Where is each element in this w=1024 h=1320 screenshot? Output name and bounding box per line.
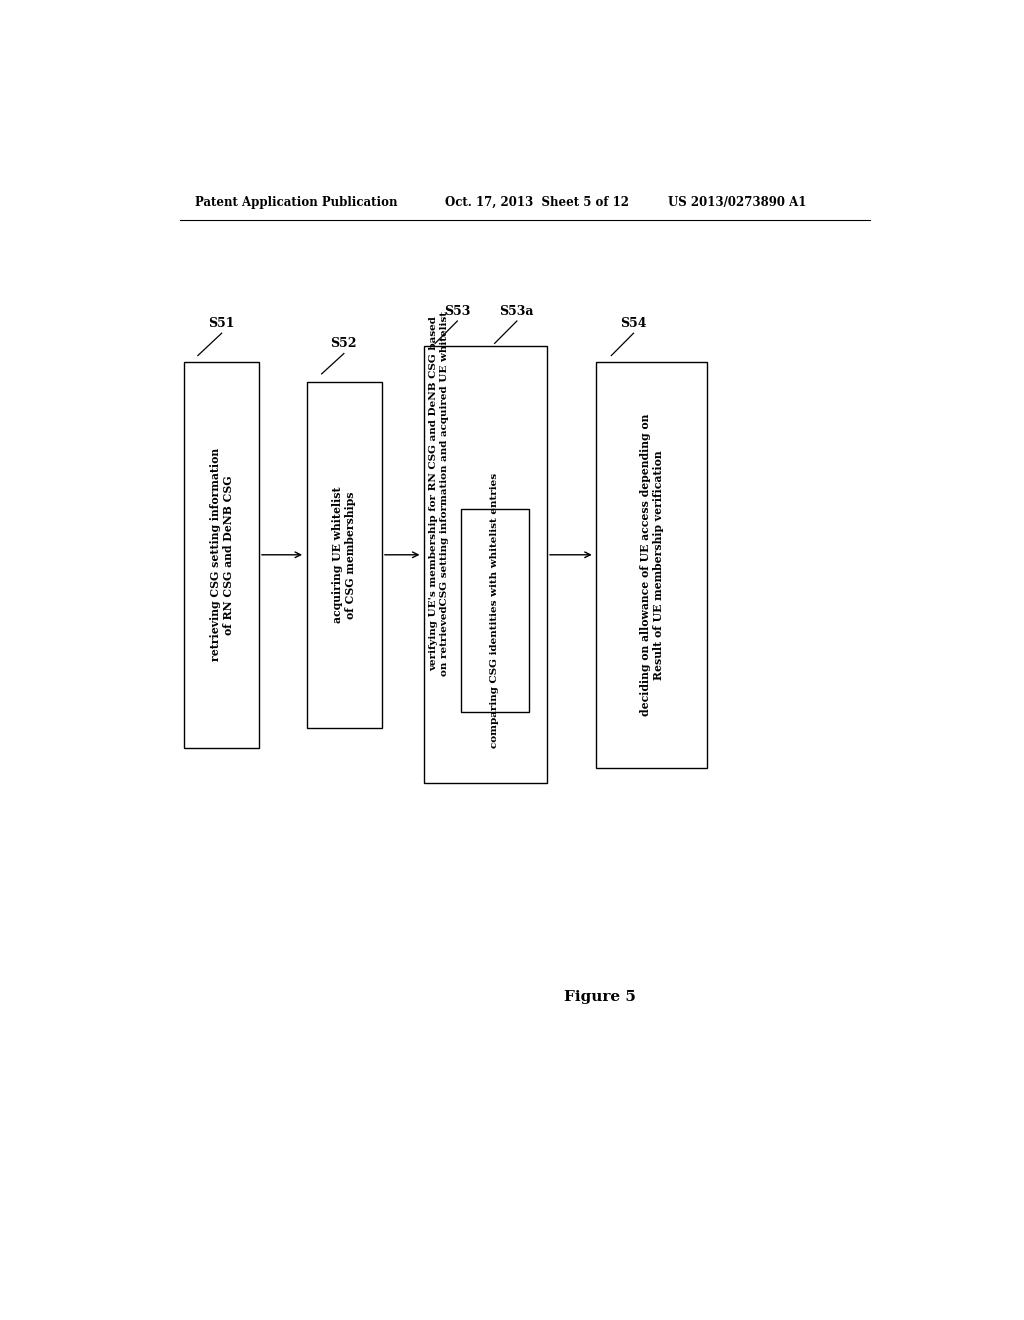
Bar [183, 362, 259, 748]
Text: Patent Application Publication: Patent Application Publication [196, 195, 398, 209]
Text: retrieving CSG setting information
of RN CSG and DeNB CSG: retrieving CSG setting information of RN… [210, 449, 233, 661]
Bar [306, 381, 382, 727]
Bar [424, 346, 547, 784]
Bar [461, 510, 528, 713]
Text: S54: S54 [621, 317, 647, 330]
Bar [596, 362, 708, 768]
Text: US 2013/0273890 A1: US 2013/0273890 A1 [668, 195, 806, 209]
Text: S53a: S53a [500, 305, 535, 318]
Text: verifying UE's membership for RN CSG and DeNB CSG based
on retrievedCSG setting : verifying UE's membership for RN CSG and… [429, 312, 449, 676]
Text: acquiring UE whitelist
of CSG memberships: acquiring UE whitelist of CSG membership… [332, 487, 355, 623]
Text: Figure 5: Figure 5 [564, 990, 636, 1005]
Text: S51: S51 [209, 317, 234, 330]
Text: comparing CSG identities with whitelist entries: comparing CSG identities with whitelist … [490, 473, 499, 748]
Text: Oct. 17, 2013  Sheet 5 of 12: Oct. 17, 2013 Sheet 5 of 12 [445, 195, 630, 209]
Text: deciding on allowance of UE access depending on
Result of UE membership verifica: deciding on allowance of UE access depen… [640, 413, 664, 717]
Text: S53: S53 [444, 305, 471, 318]
Text: S52: S52 [331, 338, 357, 351]
